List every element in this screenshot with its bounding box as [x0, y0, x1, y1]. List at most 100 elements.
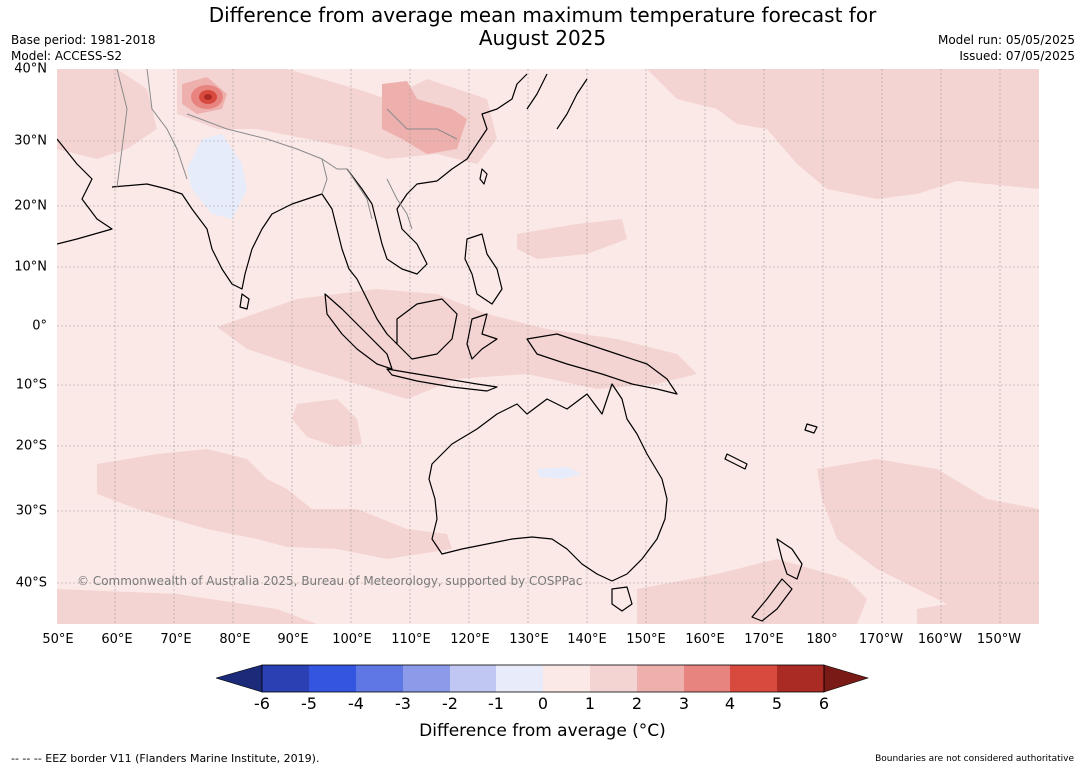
lon-label-50e: 50°E: [42, 632, 74, 647]
island-sulawesi: [466, 313, 498, 360]
title-line-1: Difference from average mean maximum tem…: [208, 3, 877, 27]
island-java: [386, 368, 498, 392]
colorbar-bin-minus1: [496, 665, 543, 692]
island-new-zealand-south: [751, 578, 793, 622]
lon-label-70e: 70°E: [160, 632, 192, 647]
coast-korea-japan: [526, 73, 588, 130]
lat-label-30s: 30°S: [15, 503, 47, 519]
hotspot-core: [204, 94, 212, 100]
colorbar-tick: 2: [631, 694, 643, 713]
lon-label-180: 180°: [806, 632, 838, 647]
lon-label-160e: 160°E: [685, 632, 725, 647]
colorbar-high-extension: [823, 664, 870, 693]
colorbar-title: Difference from average (°C): [419, 721, 666, 741]
lon-label-150w: 150°W: [976, 632, 1022, 647]
island-fiji: [804, 423, 818, 434]
colorbar-tick: 1: [584, 694, 596, 713]
colorbar-tick: -6: [254, 694, 270, 713]
eez-note: -- -- -- EEZ border V11 (Flanders Marine…: [11, 752, 320, 765]
colorbar-tick: 6: [818, 694, 830, 713]
lat-label-40s: 40°S: [15, 575, 47, 591]
island-new-caledonia: [724, 453, 748, 470]
boundary-disclaimer: Boundaries are not considered authoritat…: [875, 754, 1074, 764]
colorbar-tick: -5: [301, 694, 317, 713]
island-sri-lanka: [239, 293, 250, 310]
cool-region-australia: [537, 467, 582, 479]
coastlines: [57, 73, 818, 622]
anomaly-region-equatorial-indian: [217, 289, 697, 399]
lon-label-170w: 170°W: [858, 632, 904, 647]
coast-china: [436, 73, 528, 182]
lat-label-30n: 30°N: [14, 133, 47, 149]
coast-malay-peninsula: [356, 278, 398, 345]
lon-label-110e: 110°E: [391, 632, 431, 647]
base-period: Base period: 1981-2018: [11, 33, 156, 47]
coast-indochina: [346, 168, 438, 275]
anomaly-region-south-west: [57, 589, 317, 624]
lon-label-140e: 140°E: [567, 632, 607, 647]
anomaly-negative-regions: [187, 134, 582, 479]
country-borders: [116, 69, 458, 230]
model-name: Model: ACCESS-S2: [11, 49, 123, 63]
lat-label-20s: 20°S: [15, 438, 47, 454]
colorbar-tick: 5: [771, 694, 783, 713]
coast-pakistan-india: [111, 183, 323, 290]
lat-label-10n: 10°N: [14, 259, 47, 275]
colorbar-bin-3: [684, 665, 730, 692]
coast-bay-of-bengal: [321, 193, 358, 280]
lat-label-40n: 40°N: [14, 61, 47, 77]
lon-label-100e: 100°E: [332, 632, 372, 647]
colorbar-tick: 3: [678, 694, 690, 713]
lat-label-10s: 10°S: [15, 377, 47, 393]
meta-right: Model run: 05/05/2025 Issued: 07/05/2025: [938, 32, 1075, 64]
anomaly-region-arabia: [57, 69, 157, 159]
cool-region-india: [187, 134, 247, 219]
anomaly-region-west-pacific: [517, 219, 627, 259]
anomaly-region-southwest-pacific: [817, 459, 1039, 624]
map-svg: [57, 69, 1039, 624]
meta-left: Base period: 1981-2018 Model: ACCESS-S2: [11, 32, 156, 64]
title-line-2: August 2025: [478, 26, 607, 50]
anomaly-region-north-pacific: [647, 69, 1039, 199]
island-tasmania: [611, 586, 633, 612]
lon-label-150e: 150°E: [626, 632, 666, 647]
coast-arabia-iran: [57, 138, 113, 245]
island-sumatra: [324, 293, 393, 370]
model-run: Model run: 05/05/2025: [937, 33, 1075, 47]
colorbar-bin-5: [777, 665, 824, 692]
lon-label-90e: 90°E: [277, 632, 309, 647]
island-borneo: [396, 298, 458, 360]
colorbar: [216, 664, 870, 693]
anomaly-region-south-central: [637, 559, 867, 624]
colorbar-bin-minus5: [309, 665, 356, 692]
colorbar-bin-minus4: [356, 665, 403, 692]
map-panel[interactable]: © Commonwealth of Australia 2025, Bureau…: [57, 69, 1039, 624]
issued-date: Issued: 07/05/2025: [959, 49, 1075, 63]
colorbar-tick: 4: [724, 694, 736, 713]
lon-label-60e: 60°E: [101, 632, 133, 647]
anomaly-region-south-indian-west: [97, 449, 452, 559]
colorbar-tick: -1: [488, 694, 504, 713]
lon-label-160w: 160°W: [917, 632, 963, 647]
island-taiwan: [479, 168, 488, 185]
colorbar-tick: -3: [395, 694, 411, 713]
colorbar-low-extension: [216, 664, 263, 693]
colorbar-bin-2: [637, 665, 684, 692]
island-new-guinea: [526, 333, 678, 395]
colorbar-tick: -4: [348, 694, 364, 713]
island-new-zealand-north: [776, 538, 803, 580]
anomaly-3-plus-regions: [191, 85, 223, 109]
lon-label-80e: 80°E: [219, 632, 251, 647]
lon-label-170e: 170°E: [744, 632, 784, 647]
lat-label-20n: 20°N: [14, 198, 47, 214]
gridlines: [57, 69, 1039, 624]
colorbar-bin-minus6: [262, 665, 309, 692]
colorbar-bin-0: [543, 665, 590, 692]
anomaly-region-south-pacific-east: [917, 589, 1039, 624]
colorbar-tick: -2: [442, 694, 458, 713]
lat-label-0: 0°: [32, 318, 47, 334]
colorbar-bin-4: [730, 665, 777, 692]
anomaly-region-south-indian-central: [292, 399, 362, 447]
coast-australia: [428, 383, 668, 582]
colorbar-bin-1: [590, 665, 637, 692]
